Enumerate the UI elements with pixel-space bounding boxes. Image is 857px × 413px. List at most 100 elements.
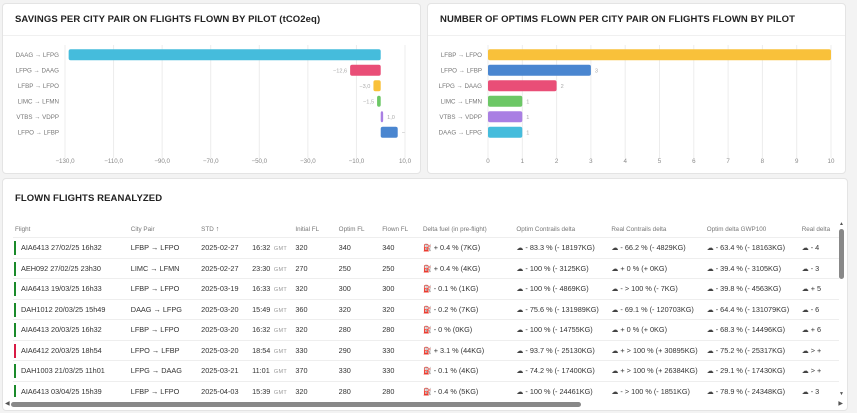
header-col-delta-fuel[interactable]: Delta fuel (in pre-flight) [421,221,514,237]
std-time-text: 16:32 [252,243,271,253]
header-col-flown-fl[interactable]: Flown FL [380,221,421,237]
header-col-real-delta[interactable]: Real delta [800,221,839,237]
x-tick-label: −110,0 [104,158,123,165]
delta-fuel-text: - 0 % (0KG) [433,325,473,335]
timezone-text: GMT [273,307,288,314]
flown-fl-text: 300 [382,284,395,294]
scroll-left-icon[interactable]: ◀ [5,401,10,407]
optim-fl-text: 290 [338,345,351,355]
real-delta-text: - 3 [810,386,820,396]
header-col-std-tz[interactable] [272,221,293,237]
vertical-scrollbar-thumb[interactable] [839,229,844,279]
std-date-cell: 2025-03-21 [199,360,251,381]
bar[interactable] [373,80,381,92]
city-pair-text: LFBP → LFPO [130,325,180,335]
header-col-optim-contrails[interactable]: Optim Contrails delta [514,221,609,237]
timezone-cell: GMT [271,298,294,319]
cloud-icon: ☁ [611,347,619,355]
optim-gwp-text: - 68.3 % (- 14496KG) [715,325,786,335]
flown-fl-text: 340 [382,243,395,253]
flown-fl-text: 320 [382,304,395,314]
flown-fl-text: 280 [382,325,395,335]
y-category-label: VTBS → VDPP [16,114,59,121]
header-col-real-contrails[interactable]: Real Contrails delta [609,221,704,237]
std-date-text: 2025-03-19 [201,284,239,294]
cloud-icon: ☁ [801,347,809,355]
bar-value-label: 1 [526,99,529,105]
bar[interactable] [380,111,384,123]
bar[interactable] [488,111,523,123]
table-row[interactable]: DAH1003 21/03/25 11h01 LFPG → DAAG 2025-03… [13,360,839,381]
bar[interactable] [488,95,523,107]
header-col-std[interactable]: STD ↑ [199,221,250,237]
bar-value-label: − [402,130,405,136]
sort-ascending-icon[interactable]: ↑ [215,225,220,233]
flight-text: AIA6413 20/03/25 16h32 [21,325,102,335]
table-row[interactable]: AIA6413 27/02/25 16h32 LFBP → LFPO 2025-02… [13,237,839,258]
city-pair-text: LFPG → DAAG [130,366,182,376]
bar[interactable] [488,80,557,92]
vertical-scrollbar[interactable]: ▲ ▼ [838,221,846,397]
std-date-text: 2025-02-27 [201,243,239,253]
cloud-icon: ☁ [801,327,809,335]
initial-fl-text: 360 [295,304,308,314]
scroll-up-icon[interactable]: ▲ [839,221,844,227]
scroll-down-icon[interactable]: ▼ [839,391,844,397]
optim-fl-text: 250 [338,263,351,273]
horizontal-scrollbar-thumb[interactable] [11,402,581,407]
horizontal-scrollbar[interactable]: ◀ ▶ [5,400,843,408]
bar[interactable] [488,64,591,76]
cloud-icon: ☁ [801,265,809,273]
optim-fl-cell: 250 [336,257,381,278]
header-col-std-time[interactable] [250,221,272,237]
optim-contrails-text: - 100 % (- 14755KG) [525,325,593,335]
header-col-flight[interactable]: Flight [13,221,129,237]
table-row[interactable]: AIA6413 19/03/25 16h33 LFBP → LFPO 2025-03… [13,278,839,299]
initial-fl-text: 330 [295,345,308,355]
initial-fl-cell: 320 [293,319,337,340]
cloud-icon: ☁ [706,245,714,253]
fuel-pump-icon: ⛽ [422,327,432,335]
bar[interactable] [380,126,398,138]
cloud-icon: ☁ [801,368,809,376]
flown-fl-cell: 340 [380,237,421,258]
timezone-cell: GMT [271,380,294,397]
bar[interactable] [68,49,381,61]
status-indicator [14,323,16,337]
delta-fuel-cell: ⛽ + 3.1 % (44KG) [420,339,515,360]
header-col-city-pair[interactable]: City Pair [129,221,199,237]
cloud-icon: ☁ [611,327,619,335]
scroll-right-icon[interactable]: ▶ [838,401,843,407]
y-category-label: LFBP → LFPO [18,83,59,90]
bar[interactable] [350,64,381,76]
header-col-optim-fl[interactable]: Optim FL [337,221,381,237]
optim-gwp-cell: ☁ - 39.8 % (- 4563KG) [704,278,800,299]
optim-fl-text: 280 [338,325,351,335]
flown-fl-text: 280 [382,386,395,396]
table-row[interactable]: AEH092 27/02/25 23h30 LIMC → LFMN 2025-02-… [13,257,839,278]
table-row[interactable]: AIA6413 20/03/25 16h32 LFBP → LFPO 2025-03… [13,319,839,340]
table-row[interactable]: AIA6412 20/03/25 18h54 LFPO → LFBP 2025-03… [13,339,839,360]
flight-cell: DAH1012 20/03/25 15h49 [13,298,129,319]
table-row[interactable]: AIA6413 03/04/25 15h39 LFBP → LFPO 2025-04… [13,380,839,397]
optim-contrails-cell: ☁ - 74.2 % (- 17400KG) [514,360,610,381]
std-date-cell: 2025-04-03 [199,380,251,397]
bar[interactable] [488,49,831,61]
optim-gwp-cell: ☁ - 29.1 % (- 17430KG) [704,360,800,381]
real-delta-text: + 6 [810,325,822,335]
header-col-initial-fl[interactable]: Initial FL [293,221,336,237]
flown-fl-cell: 320 [380,298,421,319]
optim-fl-cell: 320 [336,298,381,319]
real-contrails-cell: ☁ - > 100 % (- 7KG) [609,278,705,299]
initial-fl-cell: 320 [293,237,337,258]
bar[interactable] [488,126,523,138]
header-label: Optim delta GWP100 [706,225,767,233]
table-row[interactable]: DAH1012 20/03/25 15h49 DAAG → LFPG 2025-03… [13,298,839,319]
delta-fuel-cell: ⛽ + 0.4 % (4KG) [420,257,515,278]
initial-fl-cell: 360 [293,298,337,319]
bar[interactable] [377,95,381,107]
header-col-optim-gwp[interactable]: Optim delta GWP100 [705,221,800,237]
initial-fl-cell: 320 [293,278,337,299]
std-time-text: 15:49 [252,304,271,314]
optims-chart-card: NUMBER OF OPTIMS FLOWN PER CITY PAIR ON … [427,3,846,174]
